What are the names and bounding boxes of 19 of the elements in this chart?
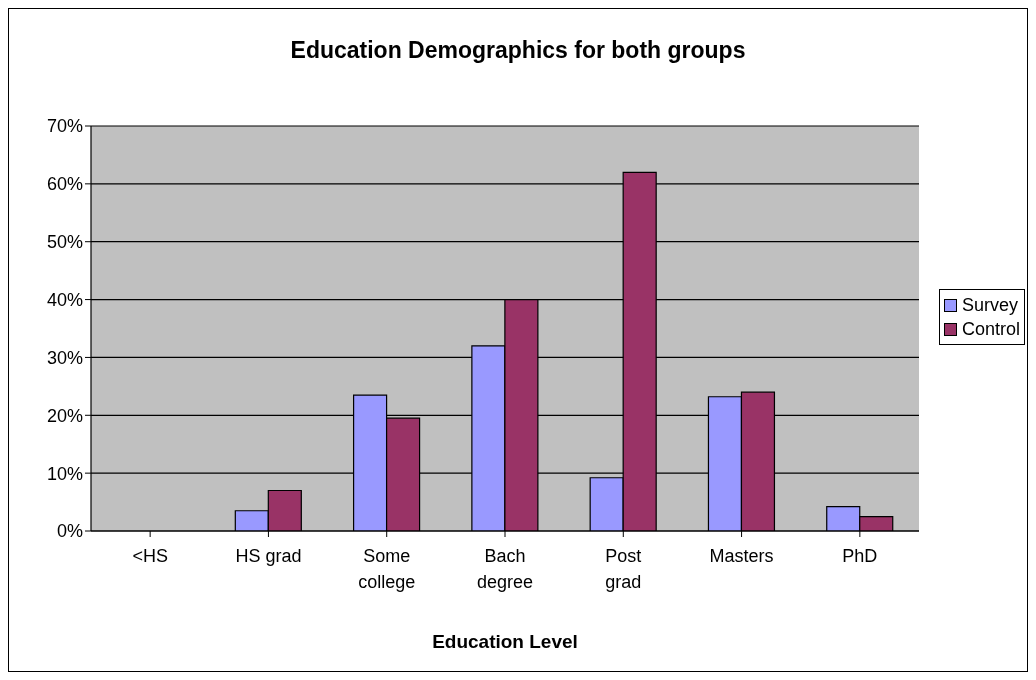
x-tick-label: Masters (709, 545, 774, 566)
y-tick-label: 30% (46, 347, 83, 368)
x-tick-label: Some college (358, 545, 416, 592)
x-tick-label: HS grad (235, 545, 302, 566)
x-tick-label: Post grad (605, 545, 642, 592)
x-tick-label: PhD (842, 545, 878, 566)
y-tick-label: 40% (46, 289, 83, 310)
y-tick-label: 50% (46, 232, 83, 253)
y-tick-label: 70% (46, 116, 83, 137)
x-tick-label: <HS (132, 545, 168, 566)
x-axis-title: Education Level (431, 631, 579, 653)
y-tick-label: 0% (56, 521, 83, 542)
y-tick-label: 60% (46, 174, 83, 195)
legend-label: Survey (961, 294, 1018, 317)
y-tick-label: 20% (46, 405, 83, 426)
legend-label: Control (961, 318, 1020, 341)
x-tick-label: Bach degree (476, 545, 534, 592)
y-tick-label: 10% (46, 463, 83, 484)
chart-title: Education Demographics for both groups (289, 37, 747, 64)
